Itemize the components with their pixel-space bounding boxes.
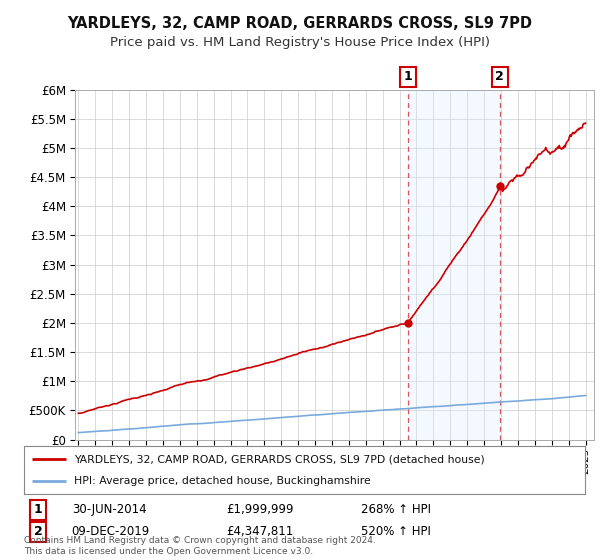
- Text: 1: 1: [404, 71, 412, 83]
- Text: £4,347,811: £4,347,811: [226, 525, 293, 538]
- Text: £1,999,999: £1,999,999: [226, 503, 293, 516]
- Text: YARDLEYS, 32, CAMP ROAD, GERRARDS CROSS, SL9 7PD (detached house): YARDLEYS, 32, CAMP ROAD, GERRARDS CROSS,…: [74, 454, 485, 464]
- Text: Price paid vs. HM Land Registry's House Price Index (HPI): Price paid vs. HM Land Registry's House …: [110, 36, 490, 49]
- Text: Contains HM Land Registry data © Crown copyright and database right 2024.
This d: Contains HM Land Registry data © Crown c…: [24, 536, 376, 556]
- Bar: [408, 90, 500, 440]
- Text: 2: 2: [34, 525, 43, 538]
- Text: 268% ↑ HPI: 268% ↑ HPI: [361, 503, 431, 516]
- Text: YARDLEYS, 32, CAMP ROAD, GERRARDS CROSS, SL9 7PD: YARDLEYS, 32, CAMP ROAD, GERRARDS CROSS,…: [67, 16, 533, 31]
- Text: 520% ↑ HPI: 520% ↑ HPI: [361, 525, 430, 538]
- Text: 30-JUN-2014: 30-JUN-2014: [71, 503, 146, 516]
- Text: HPI: Average price, detached house, Buckinghamshire: HPI: Average price, detached house, Buck…: [74, 476, 371, 486]
- Text: 1: 1: [34, 503, 43, 516]
- Text: 2: 2: [495, 71, 504, 83]
- Text: 09-DEC-2019: 09-DEC-2019: [71, 525, 150, 538]
